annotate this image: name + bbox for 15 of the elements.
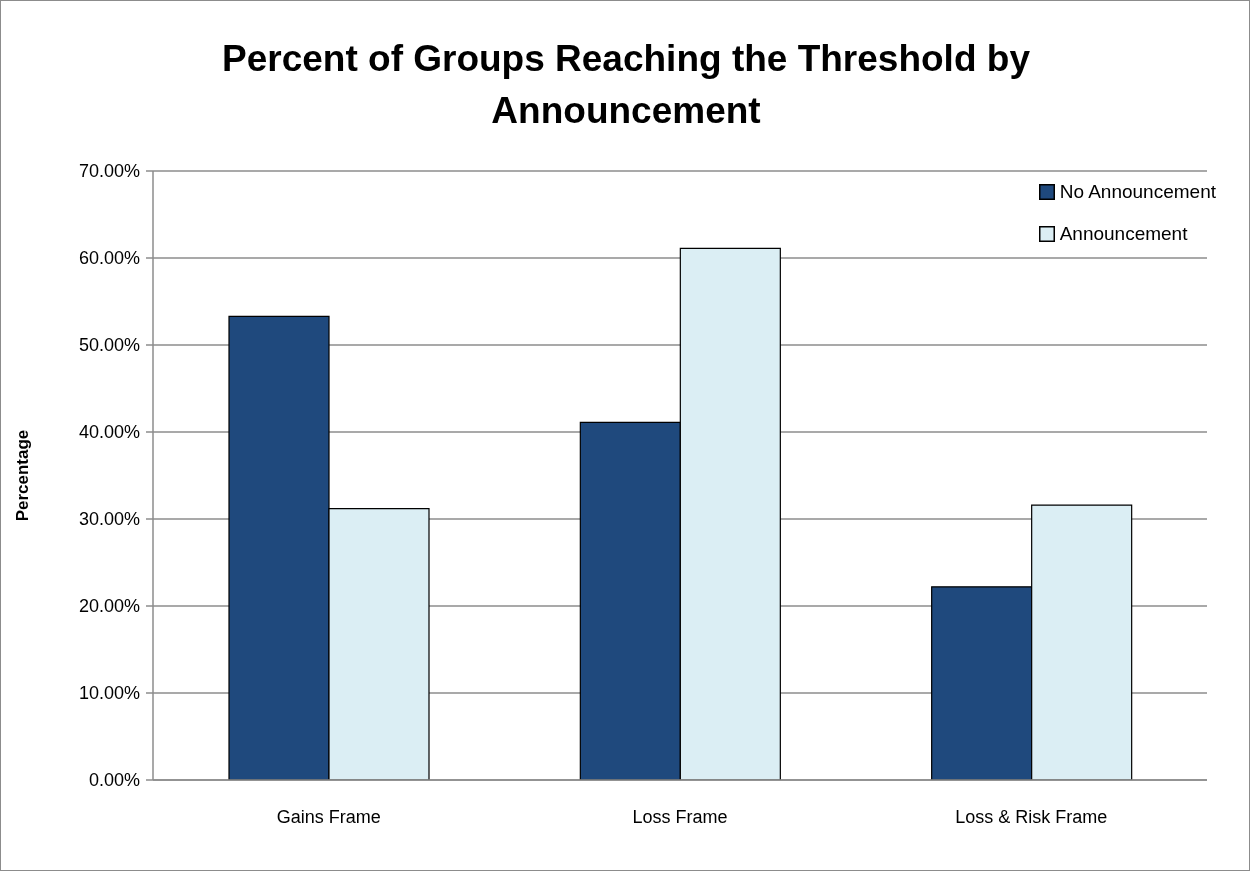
legend-label: Announcement xyxy=(1059,223,1188,245)
y-tick-label: 40.00% xyxy=(78,422,140,443)
legend-label: No Announcement xyxy=(1059,181,1216,203)
y-tick-label: 20.00% xyxy=(78,596,140,617)
y-axis-title: Percentage xyxy=(13,429,33,522)
chart-title: Percent of Groups Reaching the Threshold by Announcement xyxy=(221,37,1031,133)
x-tick-label: Gains Frame xyxy=(276,806,381,827)
y-tick-label: 50.00% xyxy=(78,335,140,356)
y-tick-label: 0.00% xyxy=(88,770,140,791)
y-tick-label: 70.00% xyxy=(78,161,140,182)
y-tick-label: 60.00% xyxy=(78,248,140,269)
y-tick-label: 30.00% xyxy=(78,509,140,530)
x-tick-label: Loss Frame xyxy=(632,806,728,827)
y-tick-label: 10.00% xyxy=(78,683,140,704)
x-tick-label: Loss & Risk Frame xyxy=(955,806,1108,827)
